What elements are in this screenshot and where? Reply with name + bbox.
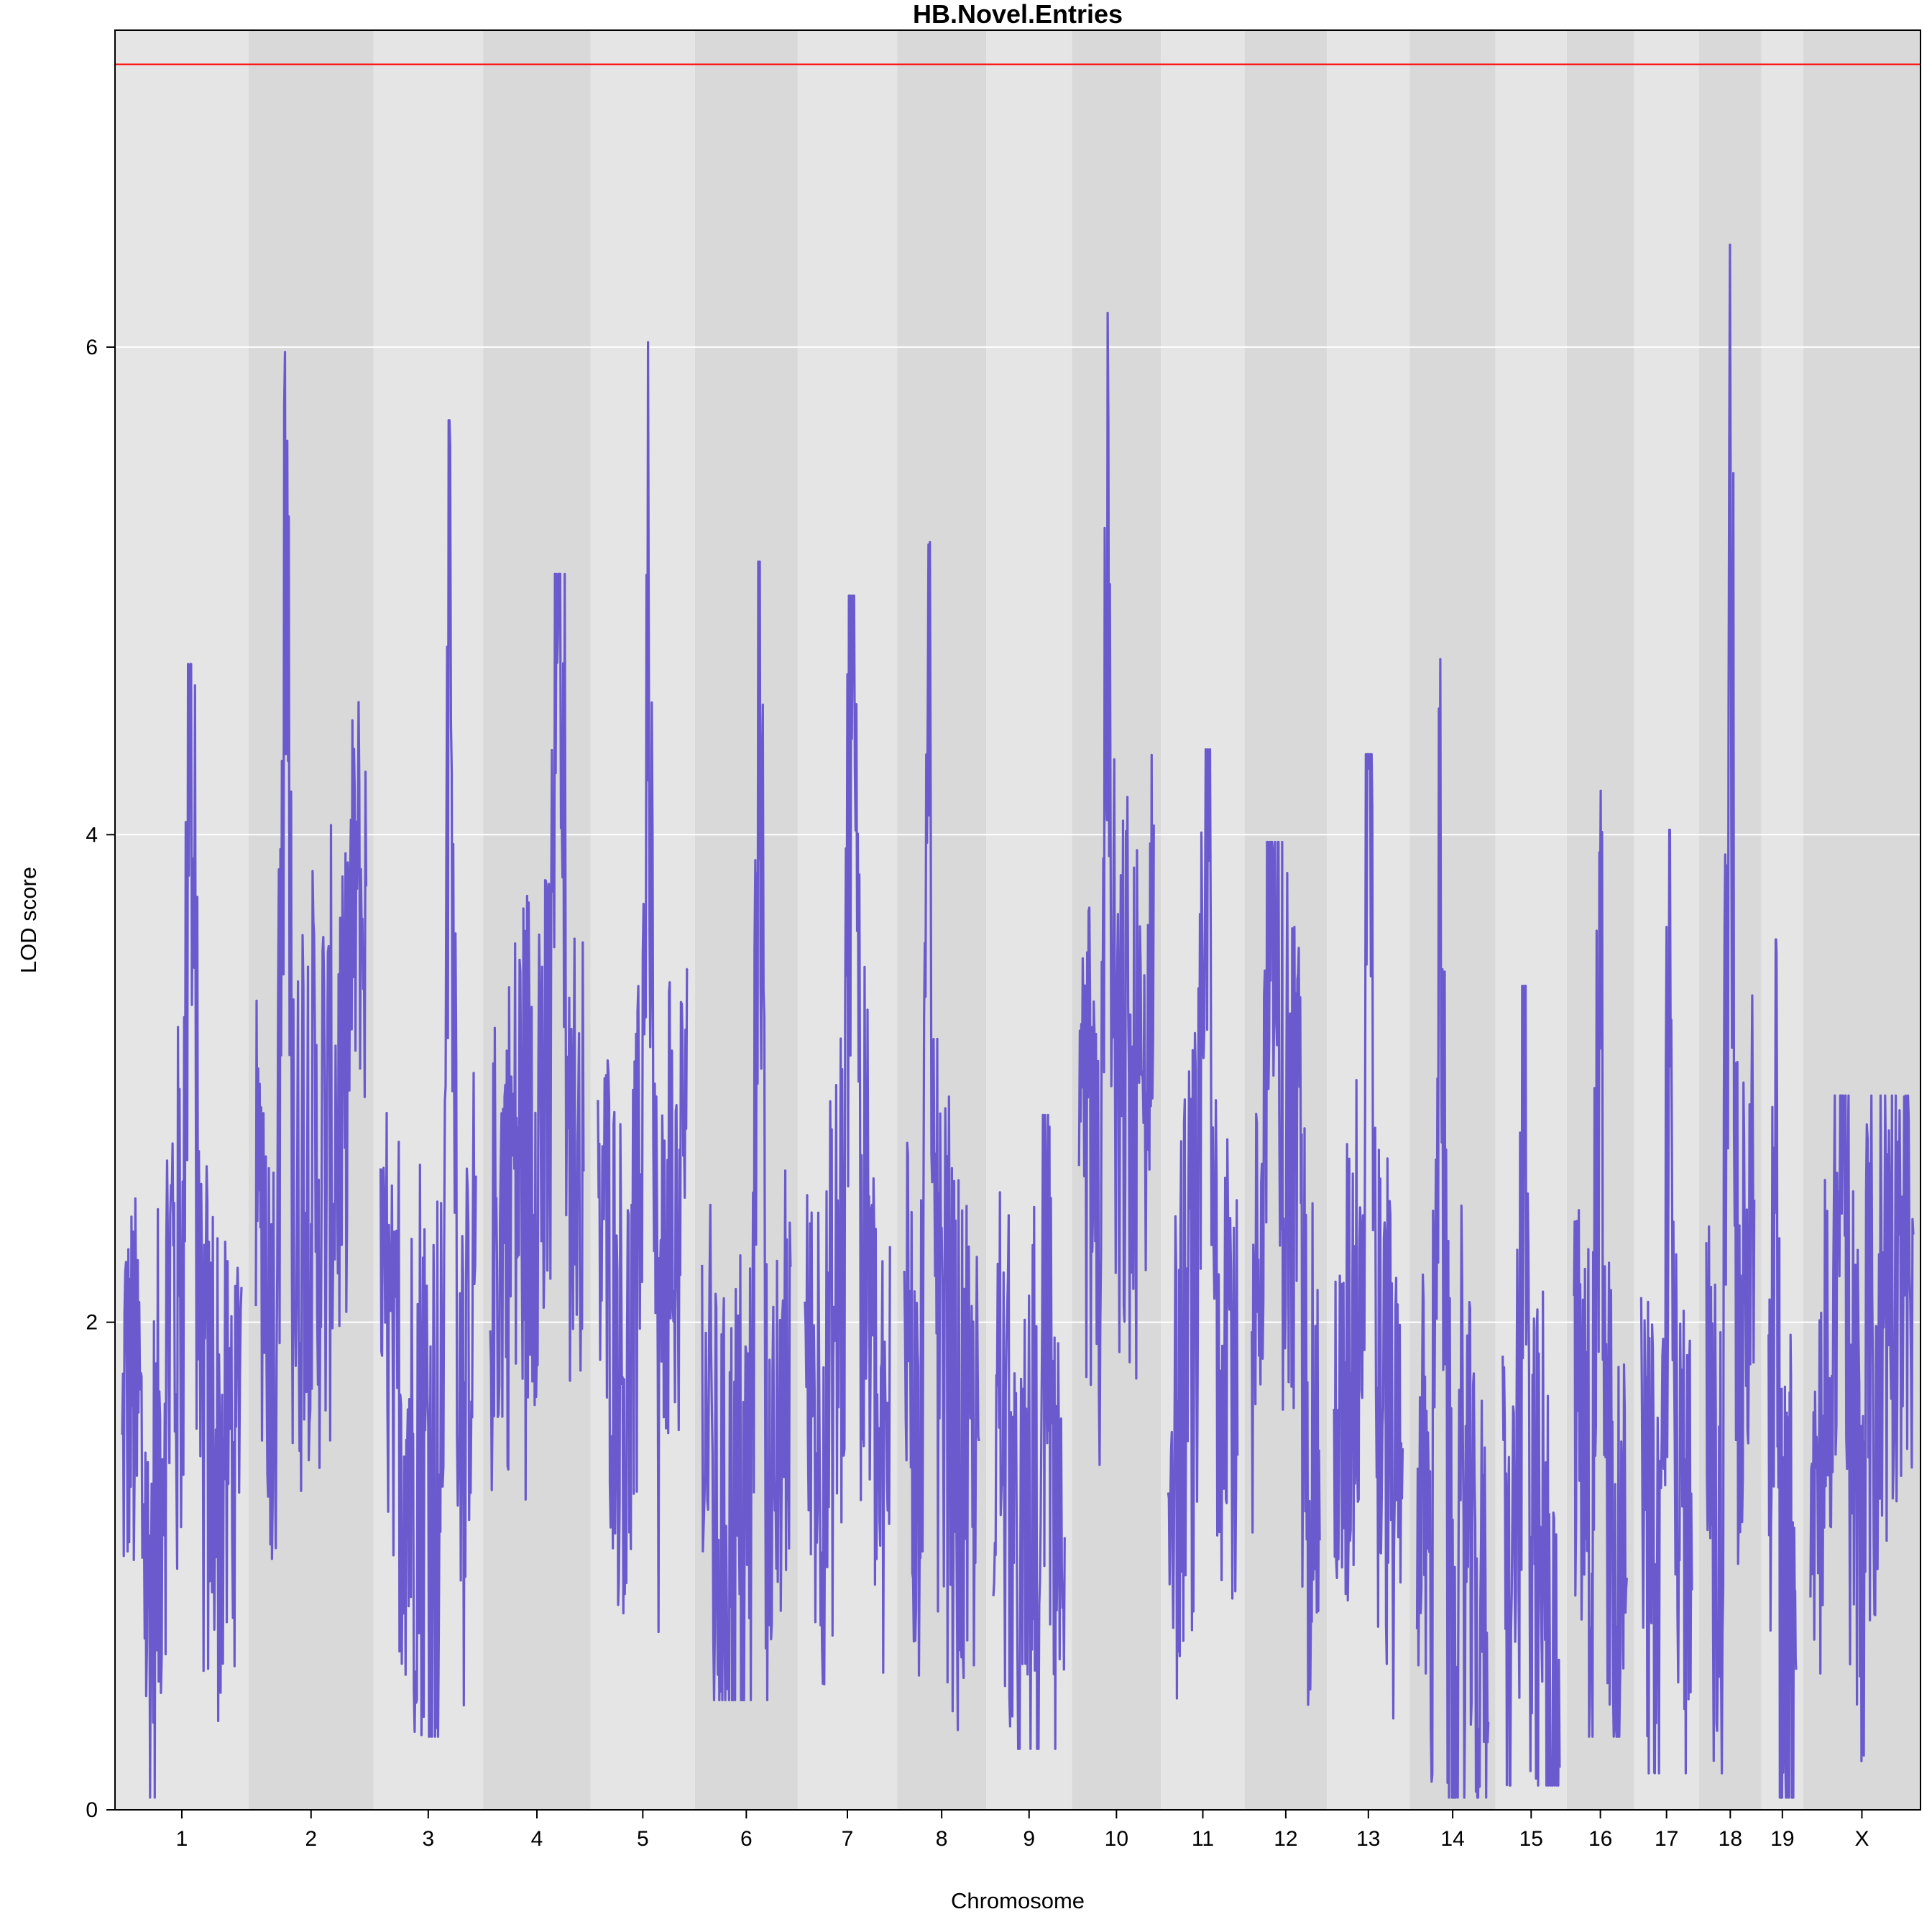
chromosome-band-4 xyxy=(483,30,591,1810)
x-tick-label-14: 14 xyxy=(1440,1827,1464,1851)
lod-trace-chr-8 xyxy=(903,540,980,1731)
x-tick-label-15: 15 xyxy=(1519,1827,1543,1851)
lod-trace-chr-12 xyxy=(1251,840,1321,1706)
x-tick-label-10: 10 xyxy=(1105,1827,1128,1851)
lod-series xyxy=(121,243,1915,1799)
lod-trace-chr-6 xyxy=(701,560,792,1701)
x-tick-label-6: 6 xyxy=(740,1827,753,1851)
chromosome-band-10 xyxy=(1072,30,1162,1810)
x-axis-title: Chromosome xyxy=(951,1888,1085,1913)
x-tick-label-19: 19 xyxy=(1770,1827,1794,1851)
lod-trace-chr-9 xyxy=(992,1113,1066,1750)
x-tick-label-7: 7 xyxy=(842,1827,854,1851)
chromosome-band-13 xyxy=(1327,30,1410,1810)
x-tick-label-X: X xyxy=(1854,1827,1869,1851)
lod-trace-chr-3 xyxy=(379,419,477,1738)
x-tick-label-4: 4 xyxy=(531,1827,543,1851)
y-tick-label: 4 xyxy=(86,823,98,847)
gridlines xyxy=(115,346,1920,1323)
lod-trace-chr-1 xyxy=(121,663,243,1799)
x-tick-label-11: 11 xyxy=(1192,1827,1214,1851)
x-tick-label-3: 3 xyxy=(422,1827,434,1851)
lod-trace-chr-10 xyxy=(1077,311,1155,1466)
chart-title: HB.Novel.Entries xyxy=(913,0,1123,29)
x-tick-label-16: 16 xyxy=(1588,1827,1612,1851)
y-tick-label: 6 xyxy=(86,336,98,359)
y-axis: 0 2 4 6 xyxy=(86,336,115,1822)
y-tick-label: 2 xyxy=(86,1311,98,1335)
lod-trace-chr-15 xyxy=(1501,984,1561,1787)
lod-trace-chr-11 xyxy=(1167,748,1239,1700)
lod-trace-chr-16 xyxy=(1573,789,1628,1738)
lod-trace-chr-5 xyxy=(597,341,689,1634)
x-axis: 1 2 3 4 5 6 7 8 9 10 11 12 13 14 15 16 17 18 19 X xyxy=(176,1810,1869,1851)
x-tick-label-8: 8 xyxy=(936,1827,948,1851)
lod-trace-chr-13 xyxy=(1333,753,1404,1720)
x-tick-label-17: 17 xyxy=(1655,1827,1678,1851)
lod-trace-chr-19 xyxy=(1767,938,1798,1799)
y-axis-title: LOD score xyxy=(16,867,41,973)
lod-trace-chr-2 xyxy=(254,351,368,1560)
lod-trace-chr-4 xyxy=(489,572,585,1501)
x-tick-label-5: 5 xyxy=(637,1827,649,1851)
lod-trace-chr-X xyxy=(1809,1094,1915,1762)
x-tick-label-18: 18 xyxy=(1719,1827,1742,1851)
lod-trace-chr-17 xyxy=(1639,828,1693,1775)
plot-border xyxy=(114,29,1921,1811)
lod-trace-chr-18 xyxy=(1705,243,1756,1775)
x-tick-label-12: 12 xyxy=(1274,1827,1297,1851)
lod-trace-chr-7 xyxy=(804,594,891,1685)
x-tick-label-1: 1 xyxy=(176,1827,188,1851)
x-tick-label-2: 2 xyxy=(305,1827,317,1851)
x-tick-label-9: 9 xyxy=(1023,1827,1035,1851)
x-tick-label-13: 13 xyxy=(1356,1827,1380,1851)
lod-trace-chr-14 xyxy=(1415,658,1490,1799)
y-tick-label: 0 xyxy=(86,1798,98,1822)
